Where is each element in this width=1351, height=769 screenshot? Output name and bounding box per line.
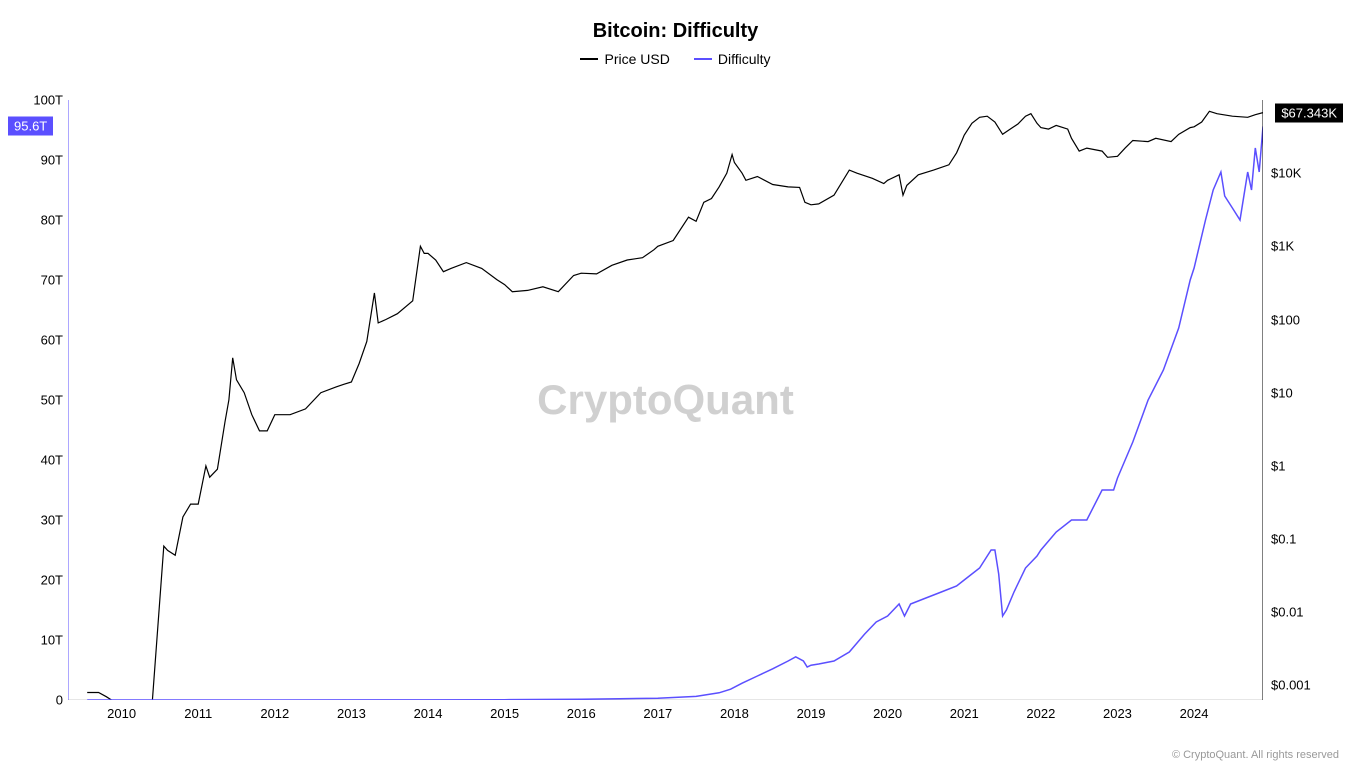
legend: Price USD Difficulty (0, 51, 1351, 67)
y-left-tick: 40T (8, 453, 63, 468)
x-tick: 2020 (873, 706, 902, 721)
y-right-tick: $1K (1271, 239, 1294, 254)
chart-title: Bitcoin: Difficulty (0, 0, 1351, 43)
legend-item-price: Price USD (580, 51, 669, 67)
y-left-tick: 30T (8, 513, 63, 528)
x-tick: 2023 (1103, 706, 1132, 721)
legend-item-difficulty: Difficulty (694, 51, 771, 67)
legend-label-price: Price USD (604, 51, 669, 67)
y-right-tick: $100 (1271, 312, 1300, 327)
chart-plot-area[interactable]: CryptoQuant (68, 100, 1263, 700)
y-axis-left: 010T20T30T40T50T60T70T80T90T100T (8, 100, 63, 700)
x-tick: 2011 (184, 706, 212, 721)
x-tick: 2018 (720, 706, 749, 721)
y-right-tick: $10 (1271, 385, 1293, 400)
y-right-tick: $0.001 (1271, 678, 1311, 693)
y-left-tick: 100T (8, 93, 63, 108)
y-left-tick: 70T (8, 273, 63, 288)
x-tick: 2012 (260, 706, 289, 721)
y-axis-right: $0.001 $0.01 $0.1 $1 $10 $100 $1K $10K (1271, 100, 1343, 700)
y-left-tick: 10T (8, 633, 63, 648)
y-left-tick: 90T (8, 153, 63, 168)
x-tick: 2016 (567, 706, 596, 721)
legend-line-difficulty (694, 58, 712, 60)
y-right-tick: $0.1 (1271, 532, 1296, 547)
x-tick: 2014 (414, 706, 443, 721)
copyright: © CryptoQuant. All rights reserved (1172, 749, 1339, 761)
x-tick: 2015 (490, 706, 519, 721)
y-left-tick: 60T (8, 333, 63, 348)
current-value-badge-left: 95.6T (8, 117, 53, 136)
legend-line-price (580, 58, 598, 60)
y-left-tick: 20T (8, 573, 63, 588)
x-tick: 2022 (1026, 706, 1055, 721)
y-right-tick: $0.01 (1271, 605, 1304, 620)
y-left-tick: 0 (8, 693, 63, 708)
x-tick: 2013 (337, 706, 366, 721)
x-tick: 2010 (107, 706, 136, 721)
current-value-badge-right: $67.343K (1275, 103, 1343, 122)
x-tick: 2017 (643, 706, 672, 721)
chart-svg (68, 100, 1263, 700)
y-right-tick: $1 (1271, 458, 1285, 473)
y-right-tick: $10K (1271, 166, 1301, 181)
y-left-tick: 50T (8, 393, 63, 408)
x-tick: 2021 (950, 706, 979, 721)
x-tick: 2024 (1180, 706, 1209, 721)
legend-label-difficulty: Difficulty (718, 51, 771, 67)
y-left-tick: 80T (8, 213, 63, 228)
x-tick: 2019 (797, 706, 826, 721)
